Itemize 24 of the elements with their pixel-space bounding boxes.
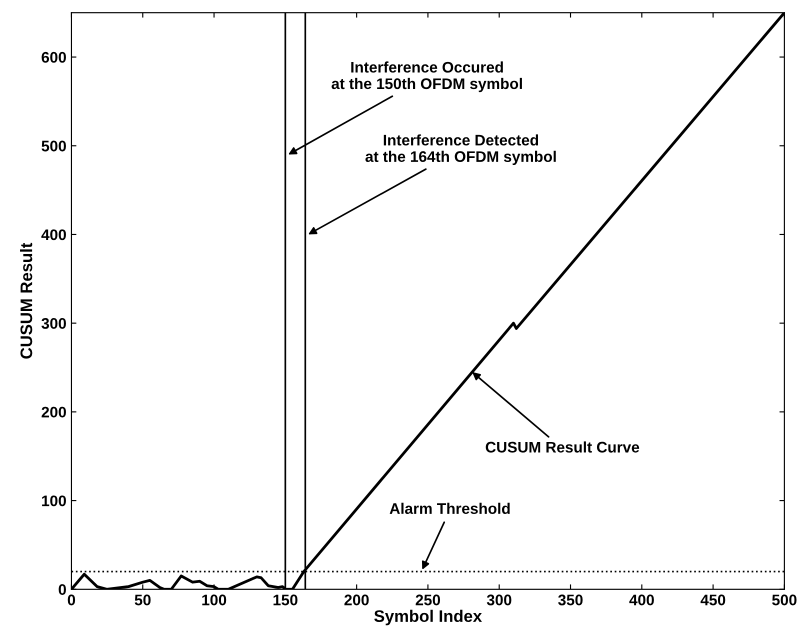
annotation: Interference Occured at the 150th OFDM symbol bbox=[332, 61, 522, 92]
y-tick-label: 400 bbox=[41, 229, 66, 240]
x-tick-label: 500 bbox=[772, 594, 797, 606]
x-tick-label: 450 bbox=[700, 594, 726, 606]
y-tick-label: 500 bbox=[42, 140, 66, 152]
y-tick-label: 200 bbox=[42, 406, 66, 418]
annotation: Interference Detected at the 164th OFDM symbol bbox=[365, 134, 556, 166]
x-tick-label: 300 bbox=[486, 594, 512, 606]
x-tick-label: 0 bbox=[68, 594, 76, 606]
y-axis-title: CUSUM Result bbox=[20, 242, 32, 359]
x-tick-label: 250 bbox=[416, 594, 440, 606]
annotation: Alarm Threshold bbox=[390, 502, 510, 514]
x-tick-label: 100 bbox=[202, 594, 226, 606]
x-axis-title: Symbol Index bbox=[374, 610, 482, 626]
y-tick-label: 300 bbox=[41, 318, 66, 329]
y-tick-label: 600 bbox=[42, 52, 66, 63]
x-tick-label: 50 bbox=[134, 594, 151, 606]
x-tick-label: 200 bbox=[344, 594, 369, 606]
x-tick-label: 400 bbox=[629, 594, 654, 606]
x-tick-label: 350 bbox=[558, 594, 583, 606]
y-tick-label: 0 bbox=[58, 584, 66, 595]
y-tick-label: 100 bbox=[42, 495, 66, 506]
annotation: CUSUM Result Curve bbox=[486, 441, 640, 453]
x-tick-label: 150 bbox=[274, 594, 298, 606]
